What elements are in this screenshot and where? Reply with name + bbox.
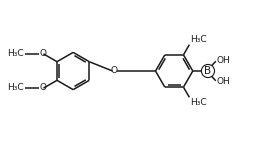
Text: H₃C: H₃C xyxy=(7,83,24,92)
Text: O: O xyxy=(111,66,118,75)
Text: H₃C: H₃C xyxy=(190,98,207,107)
Text: OH: OH xyxy=(217,56,231,65)
Text: B: B xyxy=(204,66,211,76)
Text: OH: OH xyxy=(217,77,231,86)
Text: O: O xyxy=(40,83,47,92)
Text: H₃C: H₃C xyxy=(7,49,24,58)
Text: H₃C: H₃C xyxy=(190,35,207,44)
Text: O: O xyxy=(40,49,47,58)
